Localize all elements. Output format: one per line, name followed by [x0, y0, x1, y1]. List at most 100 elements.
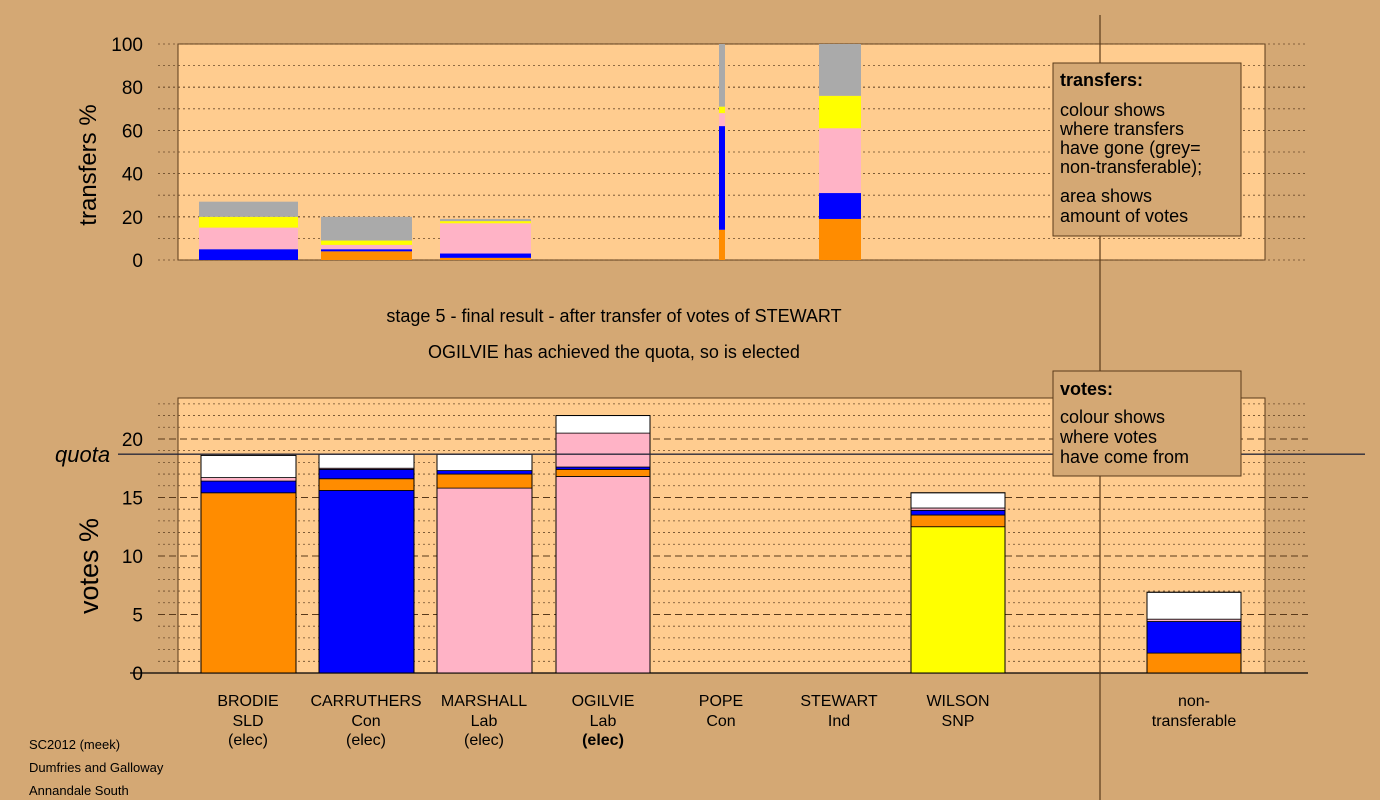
transfer-segment-carruthers: [321, 240, 412, 245]
vote-segment-ogilvie: [555, 468, 651, 477]
candidate-party-label: SLD: [232, 713, 263, 730]
candidate-party-label: Con: [351, 713, 380, 730]
vote-segment-non: [1146, 621, 1242, 654]
stage-caption: stage 5 - final result - after transfer …: [386, 306, 841, 326]
transfers-tick-label: 40: [122, 165, 143, 186]
transfer-segment-marshall: [440, 218, 531, 222]
vote-bar-outline-wilson: [910, 492, 1006, 674]
candidate-name-label: WILSON: [926, 693, 989, 710]
transfer-segment-brodie: [199, 227, 298, 250]
vote-segment-non: [1146, 652, 1242, 674]
transfer-segment-carruthers: [321, 244, 412, 250]
transfer-segment-brodie: [199, 249, 298, 260]
vote-segment-wilson: [910, 492, 1006, 509]
candidate-name-label: STEWART: [800, 693, 878, 710]
vote-segment-marshall: [436, 470, 533, 475]
vote-bar-outline-ogilvie: [555, 415, 651, 674]
candidate-name-label: MARSHALL: [441, 693, 527, 710]
quota-label: quota: [55, 442, 110, 467]
transfers-legend-line: have gone (grey=: [1060, 138, 1201, 158]
vote-segment-carruthers: [318, 468, 415, 480]
transfers-legend-line: area shows: [1060, 186, 1152, 206]
transfers-tick-label: 80: [122, 78, 143, 99]
footer-line: SC2012 (meek): [29, 737, 121, 752]
vote-segment-ogilvie: [555, 476, 651, 674]
transfer-segment-stewart: [819, 44, 861, 96]
transfer-segment-pope: [719, 229, 725, 260]
votes-legend: votes: colour shows where votes have com…: [1052, 370, 1242, 477]
vote-segment-marshall: [436, 453, 533, 471]
candidate-party-label: SNP: [942, 713, 975, 730]
vote-segment-brodie: [200, 454, 297, 478]
candidate-name-label: CARRUTHERS: [310, 693, 421, 710]
result-caption: OGILVIE has achieved the quota, so is el…: [428, 342, 800, 362]
transfers-legend-line: amount of votes: [1060, 206, 1188, 226]
transfer-segment-marshall: [440, 223, 531, 254]
vote-segment-ogilvie: [555, 432, 651, 468]
candidate-name-label: BRODIE: [217, 693, 278, 710]
vote-segment-non: [1146, 591, 1242, 620]
transfer-segment-stewart: [819, 95, 861, 129]
votes-tick-label: 5: [132, 605, 143, 626]
vote-segment-brodie: [200, 492, 297, 674]
candidate-name-label: non-: [1178, 693, 1210, 710]
vote-segment-marshall: [436, 487, 533, 674]
candidate-party-label: Lab: [590, 713, 617, 730]
transfers-legend-line: where transfers: [1059, 119, 1184, 139]
transfers-axis-label: transfers %: [75, 104, 102, 225]
votes-legend-line: have come from: [1060, 447, 1189, 467]
candidate-status-label: (elec): [346, 732, 386, 749]
candidate-status-label: (elec): [582, 732, 624, 749]
transfer-segment-brodie: [199, 201, 298, 217]
transfer-segment-stewart: [819, 193, 861, 219]
transfers-legend: transfers: colour shows where transfers …: [1052, 62, 1242, 237]
transfers-tick-label: 0: [132, 251, 143, 272]
candidate-status-label: (elec): [228, 732, 268, 749]
footer-line: Annandale South: [29, 783, 129, 798]
candidate-status-label: (elec): [464, 732, 504, 749]
candidate-name-label: OGILVIE: [572, 693, 635, 710]
votes-legend-line: where votes: [1059, 427, 1157, 447]
transfers-tick-label: 60: [122, 121, 143, 142]
vote-segment-ogilvie: [555, 415, 651, 434]
candidate-party-label: Lab: [471, 713, 498, 730]
vote-segment-wilson: [910, 526, 1006, 674]
vote-segment-wilson: [910, 509, 1006, 516]
transfer-segment-brodie: [199, 216, 298, 228]
transfer-segment-stewart: [819, 218, 861, 260]
transfer-segment-carruthers: [321, 249, 412, 252]
vote-bar-outline-non: [1146, 591, 1242, 674]
transfer-segment-pope: [719, 44, 725, 107]
transfer-segment-pope: [719, 126, 725, 230]
votes-axis-label: votes %: [74, 518, 104, 614]
vote-segment-wilson: [910, 514, 1006, 528]
transfer-segment-carruthers: [321, 216, 412, 241]
vote-segment-carruthers: [318, 453, 415, 469]
vote-segment-brodie: [200, 480, 297, 494]
candidate-party-label: Ind: [828, 713, 850, 730]
candidate-party-label: Con: [706, 713, 735, 730]
votes-tick-label: 15: [122, 488, 143, 509]
candidate-party-label: transferable: [1152, 713, 1237, 730]
transfers-legend-line: colour shows: [1060, 100, 1165, 120]
transfers-tick-label: 20: [122, 208, 143, 229]
transfer-segment-marshall: [440, 257, 531, 260]
footer-line: Dumfries and Galloway: [29, 760, 164, 775]
transfers-legend-line: non-transferable);: [1060, 157, 1202, 177]
vote-segment-carruthers: [318, 478, 415, 491]
votes-tick-label: 10: [122, 547, 143, 568]
transfer-segment-carruthers: [321, 251, 412, 260]
vote-segment-brodie: [200, 477, 297, 482]
transfer-segment-pope: [719, 106, 725, 114]
votes-tick-label: 0: [132, 664, 143, 685]
transfer-segment-pope: [719, 113, 725, 127]
votes-legend-line: colour shows: [1060, 407, 1165, 427]
candidate-name-label: POPE: [699, 693, 743, 710]
vote-segment-marshall: [436, 473, 533, 489]
transfer-segment-marshall: [440, 253, 531, 258]
transfers-legend-title: transfers:: [1060, 70, 1143, 90]
transfer-segment-marshall: [440, 221, 531, 224]
transfer-segment-stewart: [819, 128, 861, 194]
vote-bar-outline-brodie: [200, 454, 297, 674]
